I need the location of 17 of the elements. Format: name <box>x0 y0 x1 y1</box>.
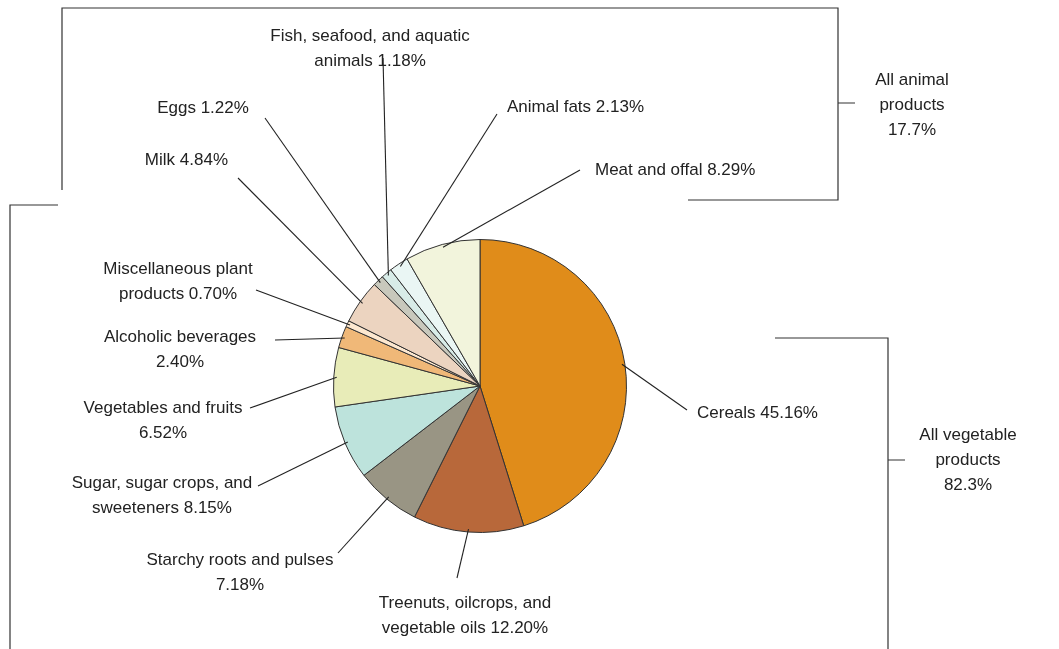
slice-label: Animal fats 2.13% <box>507 96 645 116</box>
slice-label: Starchy roots and pulses <box>146 549 334 569</box>
slice-label: Alcoholic beverages <box>103 326 257 346</box>
data-label: 7.18% <box>215 574 265 594</box>
slice-label: Treenuts, oilcrops, and vegetable oils 12.20% <box>378 592 552 637</box>
text: All vegetable products 82.3% <box>919 424 1017 494</box>
slice-label: Meat and offal 8.29% <box>595 159 756 179</box>
slice-label: Sugar, sugar crops, and sweeteners 8.15% <box>71 472 253 517</box>
data-label: 2.40% <box>155 351 205 371</box>
slice-label: Miscellaneous plant products 0.70% <box>103 258 253 303</box>
slice-label: Fish, seafood, and aquatic animals 1.18% <box>270 25 471 70</box>
slice-label: Eggs 1.22% <box>157 97 249 117</box>
text: All animal products 17.7% <box>875 69 949 139</box>
slice-label: Cereals 45.16% <box>697 402 818 422</box>
slice-label: Milk 4.84% <box>144 149 228 169</box>
data-label: 6.52% <box>138 422 188 442</box>
slice-label: Vegetables and fruits <box>83 397 243 417</box>
